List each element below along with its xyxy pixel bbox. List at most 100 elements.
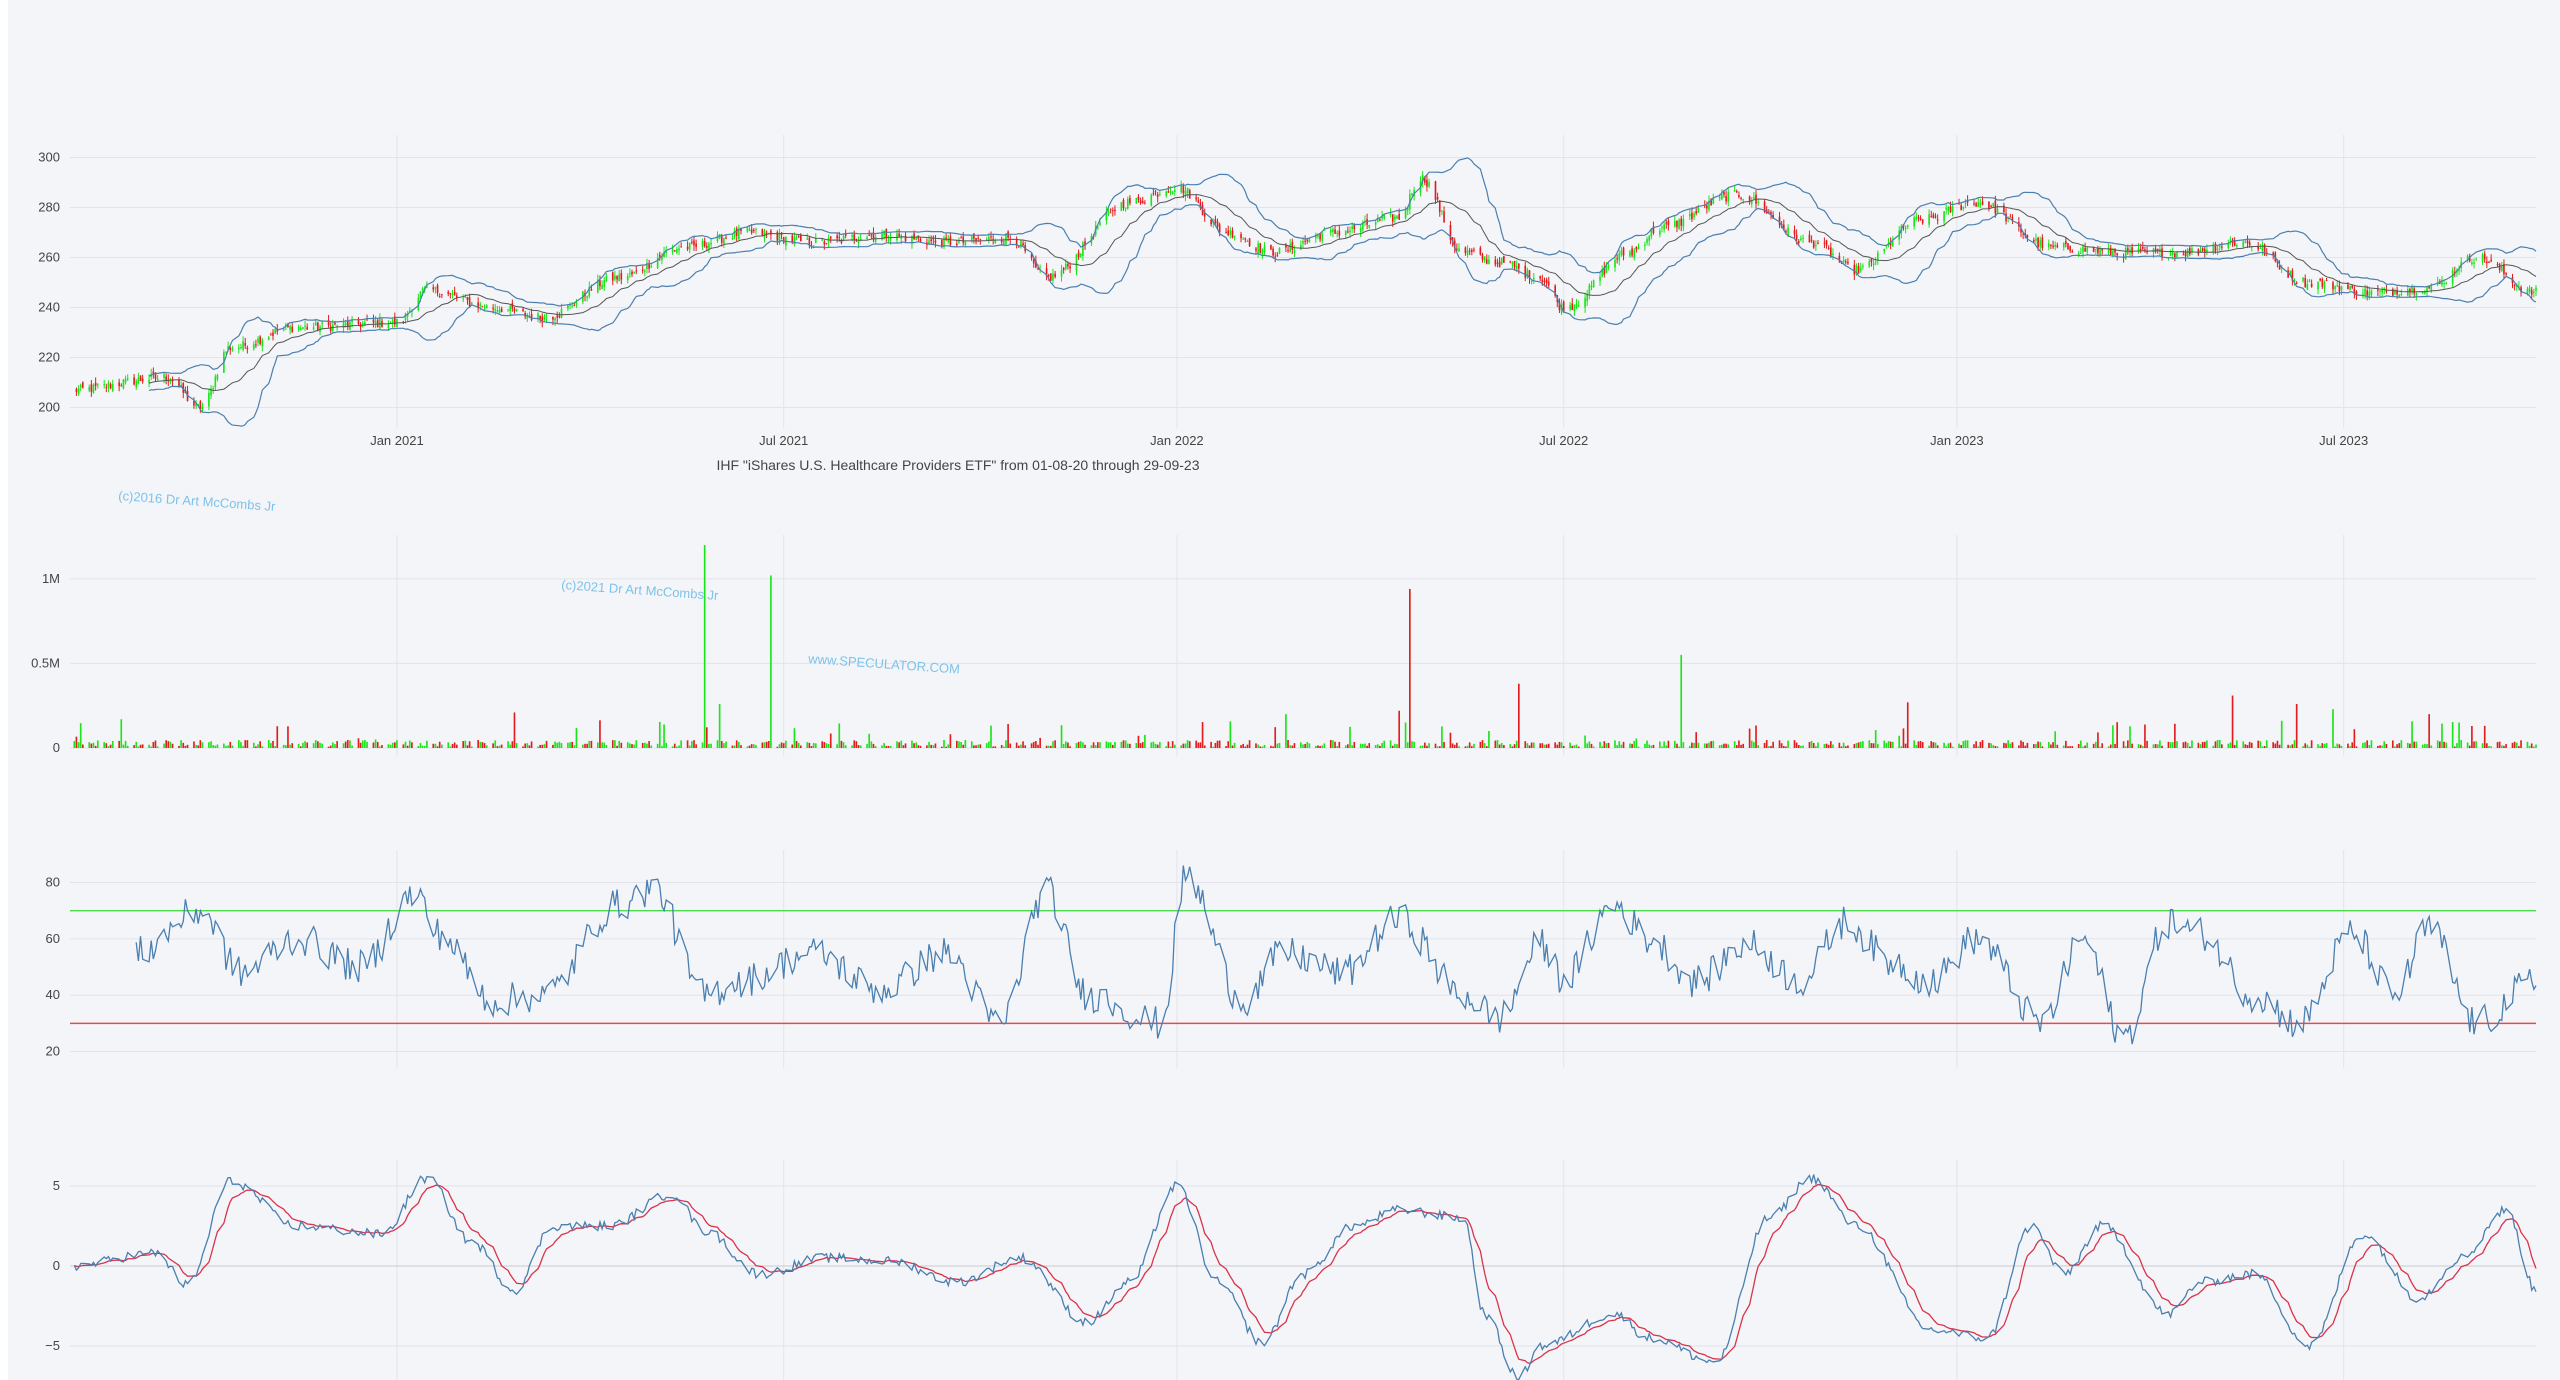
candle-body [404,313,407,320]
candle-body [372,319,375,323]
volume-bar [111,740,114,748]
candle-body [1154,191,1157,193]
volume-bar [90,743,93,748]
candle-body [1244,238,1247,240]
volume-bar [432,743,435,748]
volume-bar [955,740,958,748]
volume-bar [1857,742,1860,748]
candle-body [2188,247,2191,255]
candle-body [1712,197,1715,204]
volume-bar [556,742,559,748]
candle-body [793,237,796,245]
volume-bar [1479,741,1482,748]
volume-bar [780,742,783,748]
candle-body [1674,221,1676,227]
volume-bar [1934,742,1937,748]
candle-body [631,271,633,275]
volume-bar [2518,746,2520,748]
candle-body [1590,286,1593,288]
candle-body [2278,265,2281,270]
candle-body [1817,242,1819,244]
volume-bar [139,744,142,748]
candle-body [210,388,212,396]
candle-body [1105,211,1108,221]
candle-body [1383,214,1386,219]
volume-bar [1599,741,1601,748]
candle-body [1648,236,1651,241]
volume-bar [1793,740,1796,748]
macd-line [73,1174,2537,1380]
volume-bar [1810,740,1813,748]
volume-bar [2490,746,2492,748]
volume-bar [1135,743,1138,748]
volume-bar [1368,743,1371,748]
volume-bar [738,742,740,748]
candle-body [1329,229,1332,233]
volume-bar [2351,742,2354,748]
volume-bar [958,741,960,748]
candle-body [483,308,486,310]
volume-bar [1107,742,1110,748]
volume-bar [2069,746,2071,748]
volume-bar [2062,745,2065,748]
volume-bar [411,742,413,748]
volume-bar [1966,740,1969,748]
candle-body [321,322,323,324]
volume-bar [182,742,185,748]
volume-bar [276,726,279,748]
candle-body [970,236,973,241]
volume-bar [990,725,992,748]
candle-body [1438,200,1441,212]
candle-body [156,378,159,381]
candle-body [1855,265,1858,274]
volume-bar [2392,740,2394,748]
volume-bar [1289,745,1292,748]
volume-bar [1562,745,1565,748]
candle-body [118,382,120,387]
candle-body [302,327,304,329]
volume-bar [701,742,704,748]
volume-bar [137,746,140,748]
candle-body [1682,218,1685,227]
volume-bar [836,744,838,748]
candle-body [1394,216,1396,220]
candle-body [1691,212,1693,220]
candle-body [526,315,529,319]
candle-body [1468,250,1471,252]
volume-bar [795,740,798,748]
candle-body [731,238,734,240]
volume-bar [1898,735,1901,748]
volume-bar [2141,746,2144,748]
rsi-line [135,865,2537,1045]
candle-body [750,229,753,233]
volume-bar [483,743,486,748]
candle-body [2141,246,2144,249]
volume-bar [201,742,204,748]
candle-body [919,239,922,242]
candle-body [282,328,285,331]
rsi-tick-label: 40 [46,987,60,1002]
volume-bar [887,745,890,748]
volume-bar [2109,744,2112,748]
candle-body [1930,216,1933,218]
candle-body [1216,221,1219,227]
volume-bar [2263,746,2266,748]
candle-body [1802,237,1804,239]
volume-bar [2293,740,2296,748]
volume-bar [800,745,802,748]
candle-body [411,311,413,313]
candle-body [558,316,561,318]
volume-bar [2483,725,2486,748]
candle-body [1426,179,1428,187]
candle-body [1159,194,1161,196]
candle-body [2486,261,2488,264]
volume-bar [1915,744,1918,748]
candle-body [208,392,210,407]
candle-body [2154,248,2157,251]
volume-bar [306,742,309,748]
volume-bar [1314,745,1317,748]
candle-body [2159,248,2161,252]
candle-body [1079,253,1082,257]
candle-body [148,379,150,384]
candle-body [436,285,439,294]
